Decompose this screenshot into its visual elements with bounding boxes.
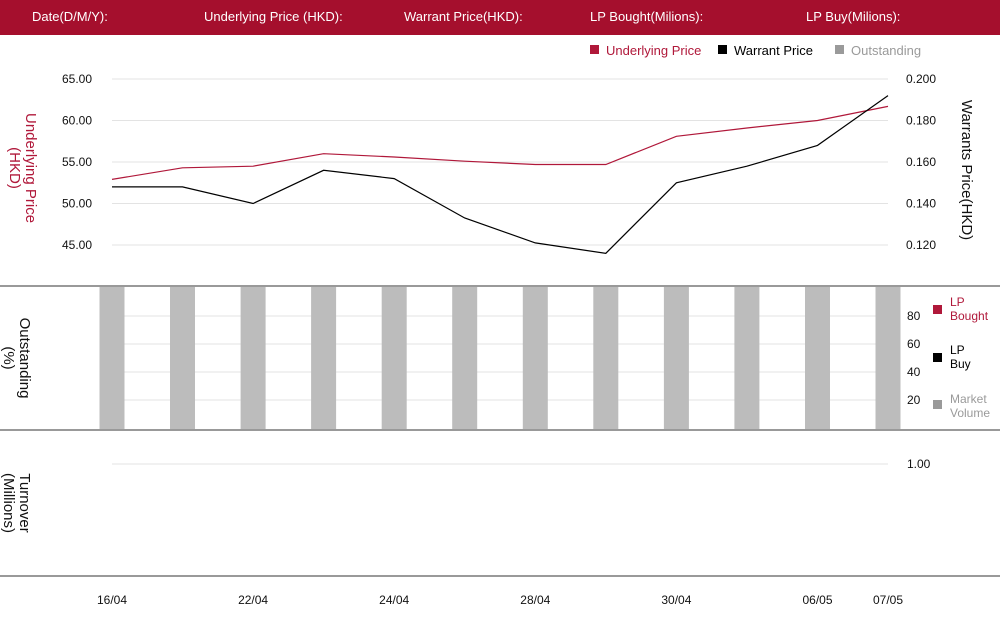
turnover-tick-label: 1.00 — [907, 457, 931, 471]
legend-outstanding-swatch — [835, 45, 844, 54]
y-right-tick-label: 0.200 — [906, 72, 936, 86]
underlying-price-label: Underlying Price (HKD): — [204, 9, 343, 24]
outstanding-bar — [381, 287, 407, 429]
legend-warrant-label: Warrant Price — [734, 43, 813, 58]
outstanding-bar — [663, 287, 689, 429]
outstanding-bar — [734, 287, 760, 429]
y-right-tick-label: 0.120 — [906, 238, 936, 252]
outstanding-bar — [99, 287, 125, 429]
legend-underlying-label: Underlying Price — [606, 43, 701, 58]
y-left-tick-label: 45.00 — [62, 238, 92, 252]
outstanding-axis-title-line2: (%) — [0, 346, 17, 369]
lp-buy-label: LP Buy(Milions): — [806, 9, 901, 24]
turnover-axis-title-line2: (Millions) — [0, 473, 17, 533]
x-axis-date-label: 06/05 — [802, 593, 832, 607]
legend-outstanding-label: Outstanding — [851, 43, 921, 58]
x-axis-date-label: 22/04 — [238, 593, 268, 607]
outstanding-bar — [522, 287, 548, 429]
warrant-price-line — [112, 95, 889, 254]
outstanding-axis-title: Outstanding (%) — [0, 318, 33, 399]
underlying-axis-title-line2: (HKD) — [6, 147, 23, 189]
side-legend-lp-bought-line1: LP — [950, 295, 965, 309]
turnover-axis-title: Turnover (Millions) — [0, 473, 33, 533]
y-left-tick-label: 65.00 — [62, 72, 92, 86]
turnover-axis-title-line1: Turnover — [16, 473, 33, 532]
chart-legend: Underlying Price Warrant Price Outstandi… — [590, 43, 921, 58]
outstanding-bar — [240, 287, 266, 429]
warrant-axis-title-text: Warrants Price(HKD) — [958, 100, 975, 240]
x-axis-date-label: 28/04 — [520, 593, 550, 607]
y-left-tick-label: 60.00 — [62, 114, 92, 128]
y-left-tick-label: 50.00 — [62, 197, 92, 211]
y-left-tick-label: 55.00 — [62, 155, 92, 169]
side-legend-market-volume-line1: Market — [950, 392, 987, 406]
outstanding-bar — [875, 287, 901, 429]
outstanding-bar — [593, 287, 619, 429]
outstanding-axis-title-line1: Outstanding — [16, 318, 33, 399]
underlying-axis-title: Underlying Price (HKD) — [6, 113, 39, 223]
side-legend-lp-bought-swatch — [933, 305, 942, 314]
side-legend-lp-bought-line2: Bought — [950, 309, 989, 323]
x-axis-date-label: 24/04 — [379, 593, 409, 607]
side-legend-market-volume-swatch — [933, 400, 942, 409]
warrant-axis-title: Warrants Price(HKD) — [958, 100, 975, 240]
side-legend: LP Bought LP Buy Market Volume — [933, 295, 990, 420]
side-legend-lp-buy-line1: LP — [950, 343, 965, 357]
x-axis-date-label: 07/05 — [873, 593, 903, 607]
outstanding-bar — [170, 287, 195, 429]
warrant-price-label: Warrant Price(HKD): — [404, 9, 523, 24]
outstanding-bar — [452, 287, 478, 429]
x-axis-date-label: 30/04 — [661, 593, 691, 607]
underlying-price-line — [111, 105, 889, 180]
side-legend-lp-buy-line2: Buy — [950, 357, 971, 371]
date-label: Date(D/M/Y): — [32, 9, 108, 24]
header-bar: Date(D/M/Y): Underlying Price (HKD): War… — [0, 0, 1000, 35]
outstanding-tick-label: 60 — [907, 337, 921, 351]
outstanding-tick-label: 40 — [907, 365, 921, 379]
legend-underlying-swatch — [590, 45, 599, 54]
outstanding-tick-label: 80 — [907, 309, 921, 323]
underlying-axis-title-line1: Underlying Price — [22, 113, 39, 223]
lp-bought-label: LP Bought(Milions): — [590, 9, 704, 24]
outstanding-bar — [805, 287, 830, 429]
legend-warrant-swatch — [718, 45, 727, 54]
y-right-tick-label: 0.140 — [906, 197, 936, 211]
outstanding-bar — [311, 287, 337, 429]
y-right-tick-label: 0.160 — [906, 155, 936, 169]
outstanding-tick-label: 20 — [907, 393, 921, 407]
side-legend-lp-buy-swatch — [933, 353, 942, 362]
y-right-tick-label: 0.180 — [906, 114, 936, 128]
x-axis-date-label: 16/04 — [97, 593, 127, 607]
side-legend-market-volume-line2: Volume — [950, 406, 990, 420]
